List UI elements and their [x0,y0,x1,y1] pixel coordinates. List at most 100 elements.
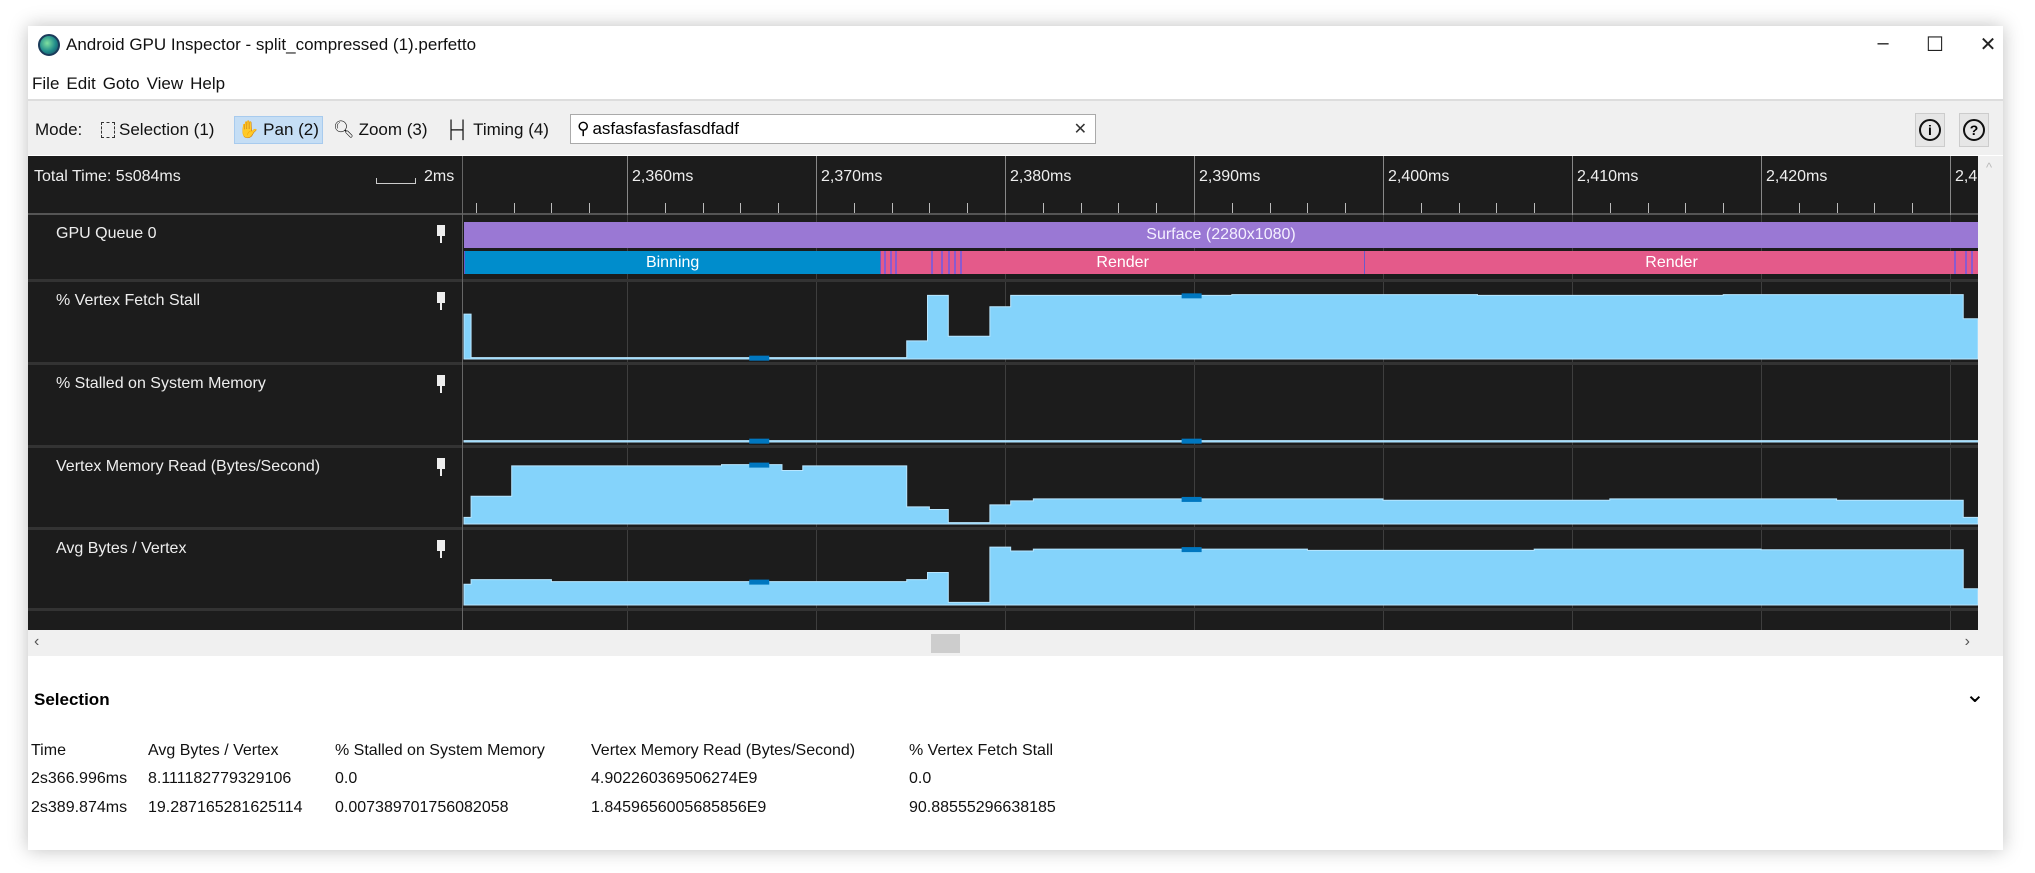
scale-bracket-icon [376,178,416,184]
scrollbar-thumb[interactable] [931,634,960,653]
counter-chart[interactable] [28,282,1978,365]
maximize-button[interactable]: ☐ [1926,34,1944,56]
menu-edit[interactable]: Edit [66,74,96,93]
render-sliver[interactable] [884,251,887,274]
major-tick [1950,156,1951,215]
render-sliver[interactable] [940,251,943,274]
render-sliver[interactable] [895,251,898,274]
mode-pan-button[interactable]: ✋ Pan (2) [234,116,323,144]
counter-chart[interactable] [28,530,1978,611]
render-sliver[interactable] [953,251,956,274]
surface-slice[interactable]: Surface (2280x1080) [464,222,1978,248]
menu-goto[interactable]: Goto [102,74,140,93]
collapse-chevron-icon[interactable]: ⌄ [1964,681,1985,708]
zoom-icon: 🔍︎ [333,120,355,139]
timing-icon: ├┤ [445,120,470,139]
selection-marker[interactable] [749,355,770,361]
render-sliver[interactable] [959,251,962,274]
minor-tick [1723,203,1725,213]
major-gridline [1761,156,1762,630]
render-slice[interactable]: Render [880,251,1365,274]
render-slice[interactable]: Render [1364,251,1978,274]
label-column-divider [462,156,463,630]
counter-chart[interactable] [28,448,1978,530]
pin-icon[interactable] [436,225,446,243]
minor-tick [1534,203,1536,213]
pin-icon[interactable] [436,292,446,310]
timeline-panel[interactable]: Total Time: 5s084ms 2ms 2,360ms 2,370ms 2,… [28,156,1978,630]
render-sliver[interactable] [1953,251,1956,274]
selection-title: Selection [34,690,110,709]
render-sliver[interactable] [889,251,892,274]
menu-help[interactable]: Help [190,74,226,93]
info-button[interactable]: i [1915,113,1945,147]
tick-label: 2,370ms [821,168,883,185]
track-3[interactable]: Vertex Memory Read (Bytes/Second) [28,448,1978,530]
pin-icon[interactable] [436,458,446,476]
menu-view[interactable]: View [146,74,184,93]
minor-tick [1345,203,1347,213]
column-header: % Stalled on System Memory [335,742,545,759]
scroll-up-icon[interactable]: ^ [1986,160,1993,175]
search-input[interactable]: ⚲ asfasfasfasfasdfadf ✕ [570,114,1096,144]
time-ruler[interactable]: Total Time: 5s084ms 2ms 2,360ms 2,370ms 2,… [28,156,1978,215]
scroll-left-icon[interactable]: ‹ [34,633,40,650]
minor-tick [1836,203,1838,213]
major-tick [816,156,817,215]
tick-label: 2,400ms [1388,168,1450,185]
minimize-button[interactable]: – [1877,32,1889,54]
track-0[interactable]: GPU Queue 0 Surface (2280x1080) Binning Ren… [28,215,1978,282]
render-sliver[interactable] [1970,251,1973,274]
table-cell: 2s389.874ms [31,799,128,816]
close-button[interactable]: ✕ [1979,34,1997,56]
selection-marker[interactable] [1181,293,1202,299]
render-sliver[interactable] [931,251,934,274]
selection-marker[interactable] [749,579,770,585]
help-icon: ? [1963,119,1985,141]
column-header: % Vertex Fetch Stall [909,742,1054,759]
minor-tick [551,203,553,213]
counter-area [463,440,1978,443]
binning-slice[interactable]: Binning [464,251,881,274]
selection-marker[interactable] [1181,547,1202,553]
clear-search-button[interactable]: ✕ [1073,121,1087,138]
selection-marker[interactable] [749,462,770,468]
scroll-right-icon[interactable]: › [1964,633,1970,650]
table-cell: 0.0 [335,770,358,787]
track-1[interactable]: % Vertex Fetch Stall [28,282,1978,365]
minor-tick [1420,203,1422,213]
render-sliver[interactable] [948,251,951,274]
menu-file[interactable]: File [32,74,60,93]
tick-label: 2,410ms [1577,168,1639,185]
counter-chart[interactable] [28,365,1978,448]
major-tick [1383,156,1384,215]
column-header: Time [31,742,66,759]
hand-icon: ✋ [238,120,260,139]
render-sliver[interactable] [1965,251,1968,274]
agi-logo-icon [38,34,60,56]
minor-tick [1912,203,1914,213]
selection-marker[interactable] [1181,438,1202,444]
mode-zoom-button[interactable]: 🔍︎ Zoom (3) [333,120,428,139]
minor-tick [589,203,591,213]
help-button[interactable]: ? [1959,113,1989,147]
minor-tick [513,203,515,213]
major-gridline [1005,156,1006,630]
mode-timing-button[interactable]: ├┤ Timing (4) [445,120,549,139]
minor-tick [853,203,855,213]
pin-icon[interactable] [436,375,446,393]
track-name: % Stalled on System Memory [56,375,266,392]
table-cell: 0.0 [909,770,932,787]
track-name: % Vertex Fetch Stall [56,292,201,309]
mode-selection-button[interactable]: Selection (1) [98,116,217,144]
selection-marker[interactable] [1181,496,1202,502]
tick-label: 2,380ms [1010,168,1072,185]
major-gridline [1950,156,1951,630]
selection-marker[interactable] [749,438,770,444]
track-2[interactable]: % Stalled on System Memory [28,365,1978,448]
pin-icon[interactable] [436,540,446,558]
track-4[interactable]: Avg Bytes / Vertex [28,530,1978,611]
minor-tick [664,203,666,213]
vertical-scrollbar[interactable]: ^ [1978,156,2003,656]
horizontal-scrollbar[interactable]: ‹ › [28,630,1978,656]
